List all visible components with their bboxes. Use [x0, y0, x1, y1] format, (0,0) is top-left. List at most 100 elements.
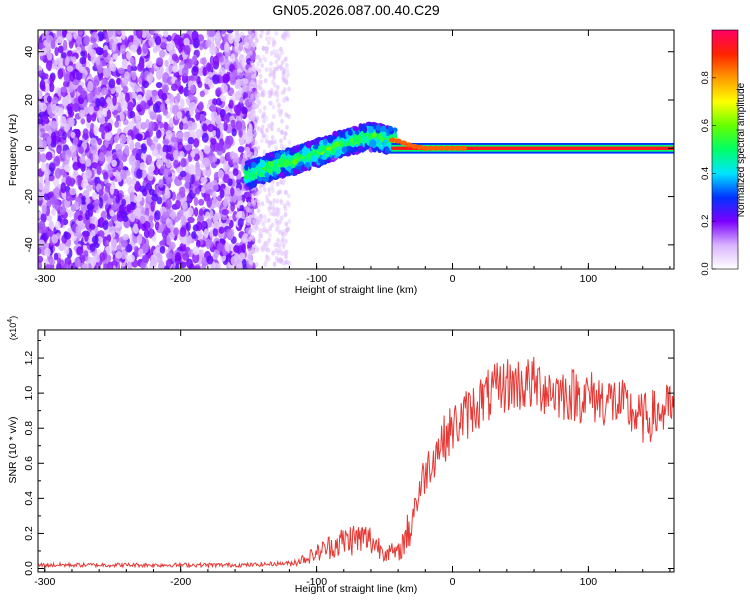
heatmap-cell	[63, 231, 69, 238]
heatmap-cell	[194, 265, 201, 269]
heatmap-cell	[277, 102, 281, 108]
heatmap-cell	[285, 67, 290, 73]
heatmap-cell	[209, 104, 217, 113]
heatmap-cell	[65, 191, 72, 202]
heatmap-cell	[38, 118, 44, 125]
heatmap-cell	[284, 221, 289, 227]
heatmap-cell	[53, 156, 61, 167]
spectrogram-frame	[37, 29, 675, 270]
heatmap-cell	[241, 232, 250, 243]
heatmap-cell	[72, 137, 79, 146]
heatmap-cell	[166, 258, 172, 268]
heatmap-cell	[230, 201, 235, 212]
heatmap-cell	[54, 200, 61, 212]
heatmap-cell	[219, 188, 225, 199]
heatmap-cell	[205, 39, 212, 48]
heatmap-cell	[236, 260, 243, 269]
heatmap-cell	[132, 83, 140, 93]
snr-frame	[37, 329, 675, 573]
heatmap-cell	[312, 144, 319, 150]
heatmap-cell	[260, 138, 264, 144]
heatmap-cell	[282, 159, 290, 167]
heatmap-cell	[284, 249, 289, 255]
heatmap-cell	[251, 108, 256, 114]
heatmap-cell	[311, 161, 316, 167]
heatmap-cell	[368, 126, 374, 134]
heatmap-cell	[135, 152, 141, 162]
heatmap-cell	[276, 166, 281, 175]
heatmap-cell	[165, 176, 173, 184]
heatmap-cell	[137, 62, 144, 72]
heatmap-cell	[136, 233, 143, 245]
heatmap-cell	[213, 212, 222, 221]
heatmap-cell	[215, 143, 224, 152]
heatmap-cell	[267, 191, 272, 197]
heatmap-cell	[98, 151, 105, 162]
heatmap-cell	[147, 138, 153, 148]
heatmap-cell	[263, 78, 268, 84]
heatmap-cell	[220, 42, 226, 51]
heatmap-cell	[216, 242, 224, 252]
heatmap-cell	[262, 111, 266, 117]
heatmap-cell	[254, 166, 262, 173]
heatmap-cell	[267, 168, 273, 174]
heatmap-cell	[286, 72, 290, 78]
heatmap-cell	[62, 131, 67, 141]
heatmap-cell	[331, 144, 337, 149]
heatmap-cell	[410, 143, 418, 149]
heatmap-cell	[155, 68, 163, 77]
heatmap-cell	[276, 56, 281, 62]
heatmap-cell	[219, 56, 224, 63]
heatmap-cell	[103, 171, 109, 180]
heatmap-cell	[135, 133, 143, 141]
heatmap-cell	[134, 180, 141, 191]
heatmap-cell	[250, 133, 255, 139]
heatmap-cell	[148, 227, 154, 239]
heatmap-cell	[52, 176, 60, 188]
heatmap-cell	[353, 130, 360, 136]
heatmap-cell	[77, 85, 83, 93]
heatmap-cell	[285, 96, 290, 102]
heatmap-cell	[322, 138, 328, 146]
heatmap-cell	[264, 172, 270, 178]
heatmap-cell	[339, 133, 345, 138]
heatmap-cell	[101, 131, 106, 140]
heatmap-cell	[256, 126, 261, 132]
colorbar-tick-label: 0.8	[700, 71, 711, 84]
heatmap-cell	[220, 83, 228, 94]
heatmap-cell	[448, 145, 456, 151]
heatmap-cell	[80, 50, 86, 57]
heatmap-cell	[250, 34, 255, 40]
heatmap-cell	[207, 123, 215, 133]
heatmap-cell	[270, 134, 275, 140]
heatmap-cell	[264, 67, 269, 73]
heatmap-cell	[45, 151, 53, 161]
heatmap-cell	[261, 54, 266, 60]
heatmap-cell	[234, 187, 242, 197]
heatmap-cell	[195, 49, 201, 58]
heatmap-cell	[257, 79, 262, 85]
heatmap-cell	[173, 159, 179, 169]
heatmap-cell	[273, 242, 277, 248]
heatmap-cell	[129, 191, 135, 203]
heatmap-cell	[205, 238, 211, 250]
heatmap-cell	[112, 95, 117, 106]
heatmap-cell	[267, 35, 272, 41]
heatmap-cell	[201, 57, 207, 66]
heatmap-cell	[45, 124, 51, 132]
snr-multiplier-exp: 4	[7, 319, 14, 323]
heatmap-cell	[50, 208, 56, 216]
heatmap-cell	[230, 256, 237, 266]
heatmap-cell	[198, 198, 205, 206]
heatmap-cell	[276, 258, 281, 264]
heatmap-cell	[247, 30, 252, 34]
snr-xtick-label: -200	[170, 576, 191, 588]
snr-xlabel: Height of straight line (km)	[295, 583, 418, 595]
heatmap-cell	[280, 33, 285, 39]
heatmap-cell	[211, 191, 217, 199]
heatmap-cell	[241, 243, 246, 254]
heatmap-cell	[252, 46, 256, 52]
heatmap-cell	[145, 93, 151, 101]
heatmap-cell	[287, 86, 291, 92]
